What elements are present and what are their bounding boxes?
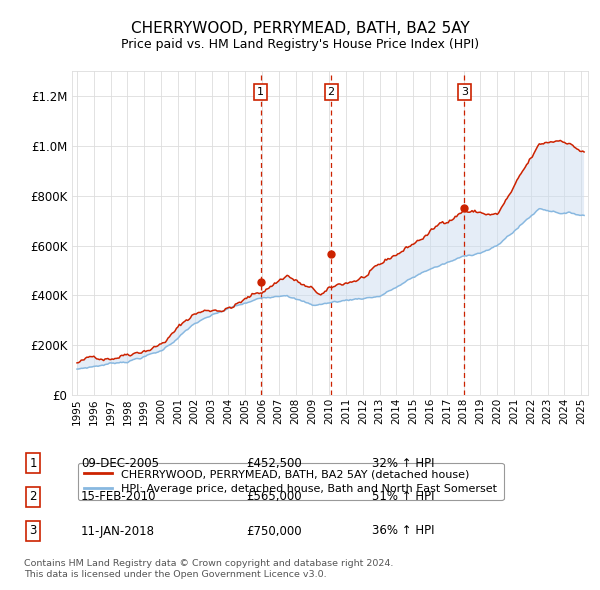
Text: £565,000: £565,000 bbox=[246, 490, 302, 503]
Text: £750,000: £750,000 bbox=[246, 525, 302, 537]
Text: 2: 2 bbox=[328, 87, 335, 97]
Text: 36% ↑ HPI: 36% ↑ HPI bbox=[372, 525, 434, 537]
Text: 2: 2 bbox=[29, 490, 37, 503]
Text: £452,500: £452,500 bbox=[246, 457, 302, 470]
Text: 09-DEC-2005: 09-DEC-2005 bbox=[81, 457, 159, 470]
Text: This data is licensed under the Open Government Licence v3.0.: This data is licensed under the Open Gov… bbox=[24, 571, 326, 579]
Text: 3: 3 bbox=[29, 525, 37, 537]
Text: 51% ↑ HPI: 51% ↑ HPI bbox=[372, 490, 434, 503]
Text: 32% ↑ HPI: 32% ↑ HPI bbox=[372, 457, 434, 470]
Text: Price paid vs. HM Land Registry's House Price Index (HPI): Price paid vs. HM Land Registry's House … bbox=[121, 38, 479, 51]
Text: 3: 3 bbox=[461, 87, 468, 97]
Text: CHERRYWOOD, PERRYMEAD, BATH, BA2 5AY: CHERRYWOOD, PERRYMEAD, BATH, BA2 5AY bbox=[131, 21, 469, 35]
Legend: CHERRYWOOD, PERRYMEAD, BATH, BA2 5AY (detached house), HPI: Average price, detac: CHERRYWOOD, PERRYMEAD, BATH, BA2 5AY (de… bbox=[77, 463, 503, 500]
Text: 1: 1 bbox=[257, 87, 264, 97]
Text: 15-FEB-2010: 15-FEB-2010 bbox=[81, 490, 157, 503]
Text: 1: 1 bbox=[29, 457, 37, 470]
Text: Contains HM Land Registry data © Crown copyright and database right 2024.: Contains HM Land Registry data © Crown c… bbox=[24, 559, 394, 568]
Text: 11-JAN-2018: 11-JAN-2018 bbox=[81, 525, 155, 537]
